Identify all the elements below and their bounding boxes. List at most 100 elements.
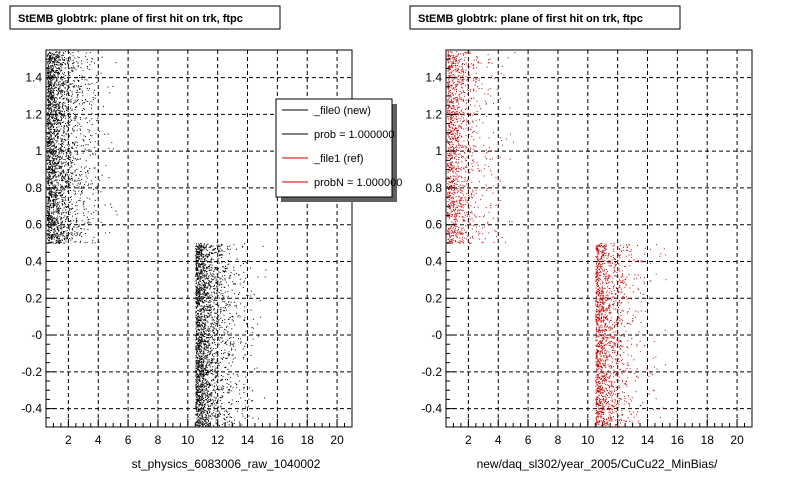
scatter-point <box>197 251 199 253</box>
scatter-point <box>51 215 53 217</box>
scatter-point <box>217 398 219 400</box>
scatter-point <box>230 390 232 392</box>
scatter-point <box>53 163 55 165</box>
scatter-point <box>61 217 63 219</box>
scatter-point <box>52 56 54 58</box>
scatter-point <box>206 307 208 309</box>
scatter-point <box>204 332 206 334</box>
scatter-point <box>61 57 63 59</box>
scatter-point <box>80 129 81 131</box>
scatter-point <box>63 116 64 118</box>
scatter-point <box>64 159 66 161</box>
scatter-point <box>195 349 197 351</box>
scatter-point <box>58 69 60 71</box>
scatter-point <box>199 379 201 381</box>
scatter-point <box>214 415 216 417</box>
scatter-point <box>217 295 219 297</box>
scatter-point <box>232 316 234 318</box>
scatter-point <box>60 65 62 67</box>
scatter-point <box>72 83 74 85</box>
scatter-point <box>67 63 69 65</box>
scatter-point <box>47 80 49 82</box>
scatter-point <box>65 63 67 65</box>
scatter-point <box>216 300 218 302</box>
scatter-point <box>60 217 62 219</box>
scatter-point <box>49 201 51 203</box>
scatter-point <box>197 272 199 274</box>
scatter-point <box>87 216 88 218</box>
scatter-point <box>202 370 204 372</box>
scatter-point <box>61 190 63 192</box>
scatter-point <box>67 82 69 84</box>
scatter-point <box>63 127 65 129</box>
scatter-point <box>65 181 67 183</box>
scatter-point <box>58 83 60 85</box>
scatter-point <box>61 145 63 147</box>
scatter-point <box>76 201 78 203</box>
scatter-point <box>216 355 218 357</box>
scatter-point <box>48 99 50 100</box>
scatter-point <box>62 91 63 93</box>
scatter-point <box>53 58 55 60</box>
scatter-point <box>231 403 233 405</box>
scatter-point <box>195 402 197 403</box>
scatter-point <box>52 111 54 113</box>
scatter-point <box>209 284 210 286</box>
scatter-point <box>56 131 57 132</box>
scatter-point <box>62 107 64 109</box>
scatter-point <box>55 174 57 176</box>
scatter-point <box>47 182 49 184</box>
scatter-point <box>49 65 51 67</box>
scatter-point <box>204 247 206 249</box>
scatter-point <box>49 91 51 93</box>
scatter-point <box>232 361 233 363</box>
scatter-point <box>57 217 59 219</box>
scatter-point <box>54 170 56 172</box>
scatter-point <box>80 125 82 127</box>
scatter-point <box>67 129 69 131</box>
scatter-point <box>197 253 199 255</box>
scatter-point <box>449 55 451 57</box>
scatter-point <box>216 362 218 364</box>
scatter-point <box>241 246 243 248</box>
scatter-point <box>58 234 60 236</box>
scatter-point <box>210 282 212 284</box>
scatter-point <box>196 268 198 270</box>
scatter-point <box>208 399 210 400</box>
scatter-point <box>211 418 213 420</box>
scatter-point <box>200 273 202 275</box>
scatter-point <box>55 240 57 242</box>
scatter-point <box>203 343 205 345</box>
scatter-point <box>207 321 209 323</box>
scatter-point <box>243 386 245 388</box>
scatter-point <box>56 84 58 86</box>
scatter-point <box>68 124 70 126</box>
scatter-point <box>242 245 244 247</box>
scatter-point <box>201 374 203 376</box>
scatter-point <box>213 307 215 309</box>
scatter-point <box>48 116 50 118</box>
scatter-point <box>207 373 209 375</box>
scatter-point <box>197 274 199 276</box>
scatter-point <box>197 362 199 364</box>
scatter-point <box>201 411 203 413</box>
scatter-point <box>57 182 59 184</box>
scatter-point <box>195 393 197 395</box>
scatter-point <box>49 84 50 86</box>
scatter-point <box>205 399 207 401</box>
scatter-point <box>203 361 204 363</box>
scatter-point <box>53 139 55 141</box>
scatter-point <box>463 92 465 93</box>
scatter-point <box>52 63 54 65</box>
scatter-point <box>50 211 52 213</box>
scatter-point <box>65 140 67 141</box>
scatter-point <box>206 393 208 395</box>
scatter-point <box>215 369 216 371</box>
scatter-point <box>51 151 53 153</box>
scatter-point <box>219 412 221 414</box>
scatter-point <box>98 144 100 146</box>
scatter-point <box>62 239 63 241</box>
scatter-point <box>207 243 209 245</box>
scatter-point <box>72 160 73 161</box>
scatter-point <box>210 400 211 402</box>
